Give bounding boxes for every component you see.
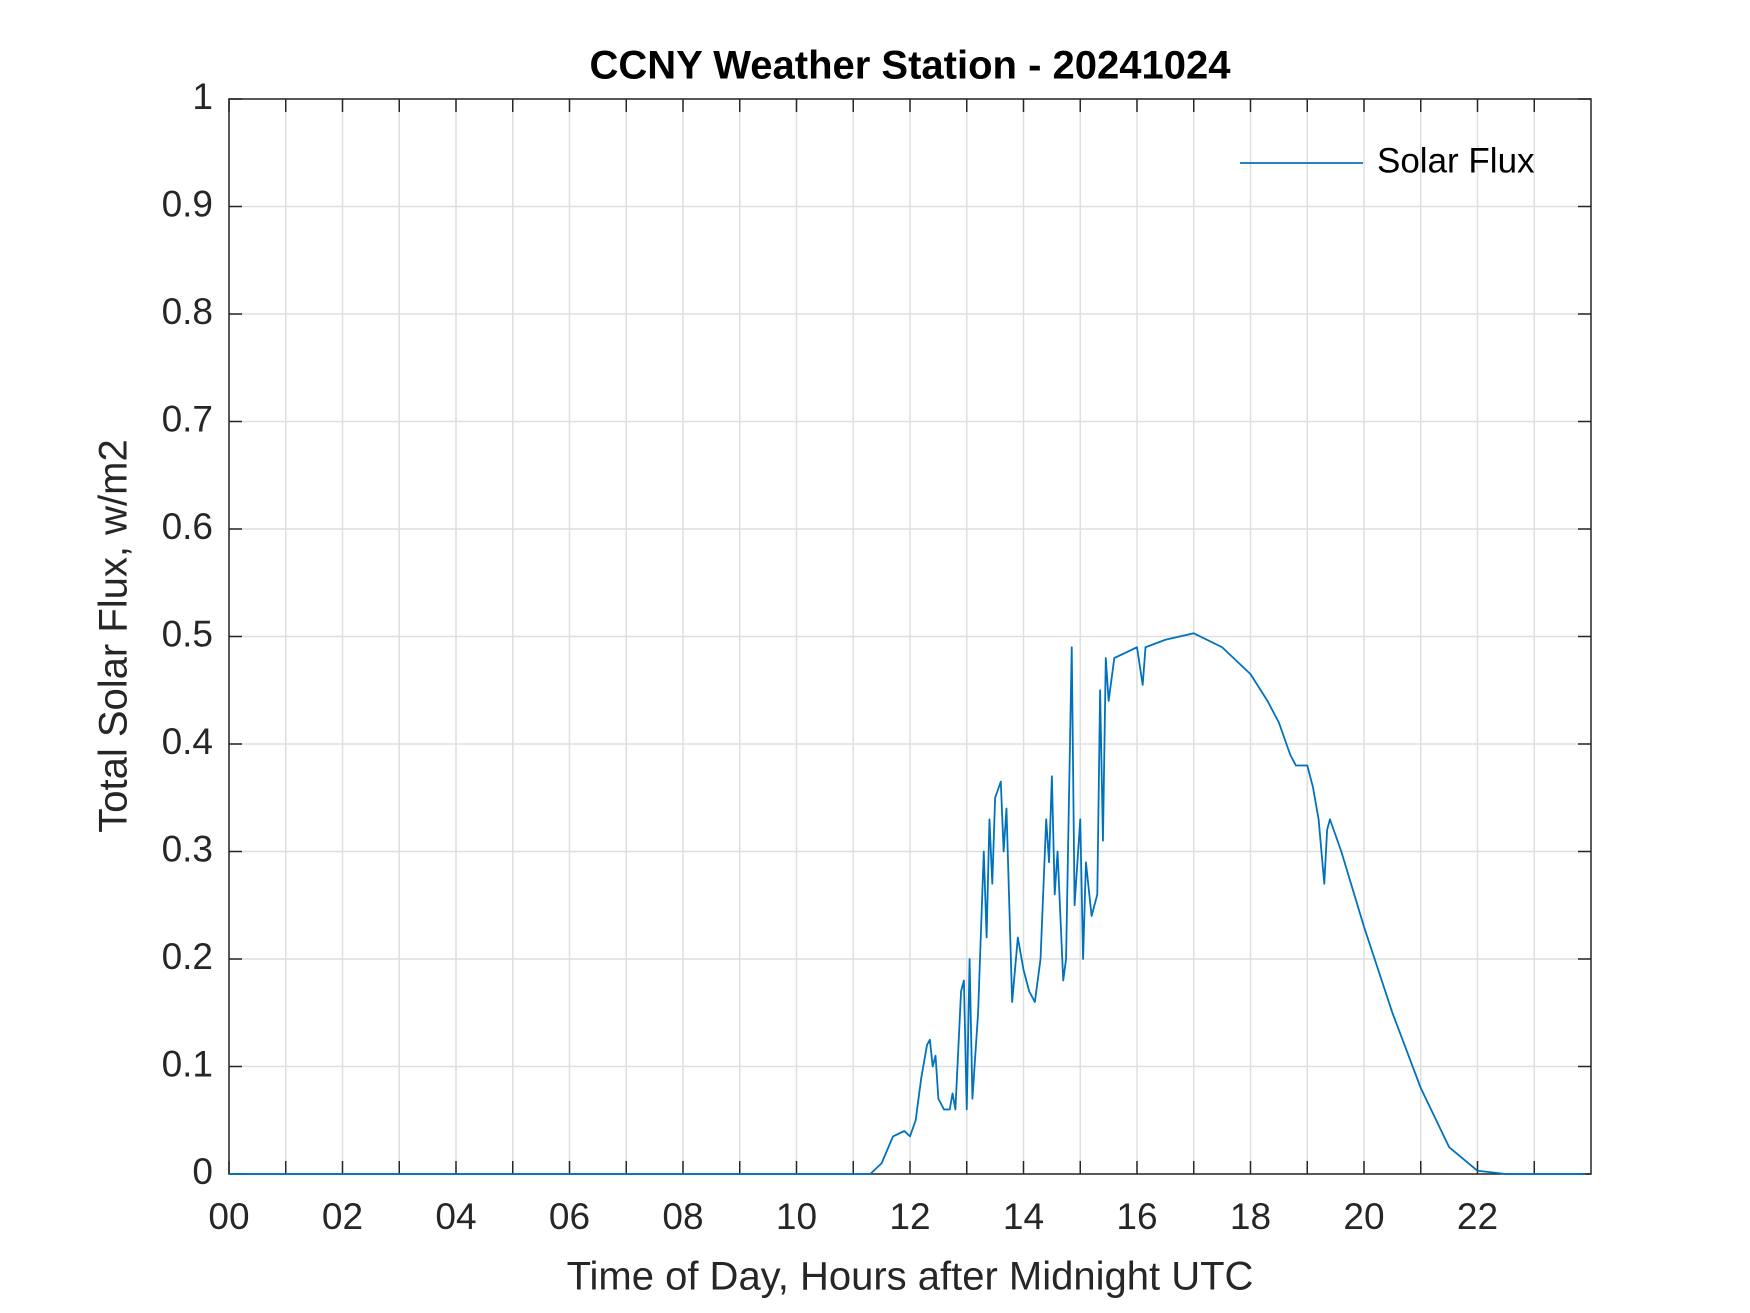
legend-label: Solar Flux bbox=[1377, 141, 1535, 180]
y-axis-label: Total Solar Flux, w/m2 bbox=[92, 439, 136, 832]
y-tick-label: 0.5 bbox=[162, 613, 213, 654]
y-tick-label: 0.2 bbox=[162, 936, 213, 977]
data-line bbox=[229, 632, 1586, 1175]
plot-frame bbox=[228, 98, 1592, 1175]
x-tick-label: 08 bbox=[662, 1196, 703, 1237]
y-tick-label: 0.6 bbox=[162, 506, 213, 547]
y-tick-label: 0.1 bbox=[162, 1043, 213, 1084]
x-tick-label: 10 bbox=[776, 1196, 817, 1237]
x-tick-label: 04 bbox=[435, 1196, 476, 1237]
y-tick-label: 0.4 bbox=[162, 721, 213, 762]
x-tick-label: 16 bbox=[1116, 1196, 1157, 1237]
y-tick-label: 0.3 bbox=[162, 828, 213, 869]
y-tick-label: 1 bbox=[192, 76, 213, 117]
x-tick-label: 22 bbox=[1457, 1196, 1498, 1237]
x-tick-label: 12 bbox=[889, 1196, 930, 1237]
x-axis-label: Time of Day, Hours after Midnight UTC bbox=[567, 1255, 1254, 1299]
x-tick-label: 20 bbox=[1343, 1196, 1384, 1237]
y-tick-label: 0.9 bbox=[162, 183, 213, 224]
y-tick-label: 0 bbox=[192, 1151, 213, 1192]
x-tick-label: 00 bbox=[208, 1196, 249, 1237]
x-tick-label: 14 bbox=[1003, 1196, 1044, 1237]
chart-title: CCNY Weather Station - 20241024 bbox=[590, 44, 1232, 88]
y-tick-label: 0.8 bbox=[162, 291, 213, 332]
x-tick-label: 06 bbox=[549, 1196, 590, 1237]
x-tick-label: 18 bbox=[1230, 1196, 1271, 1237]
y-tick-label: 0.7 bbox=[162, 398, 213, 439]
x-tick-label: 02 bbox=[322, 1196, 363, 1237]
